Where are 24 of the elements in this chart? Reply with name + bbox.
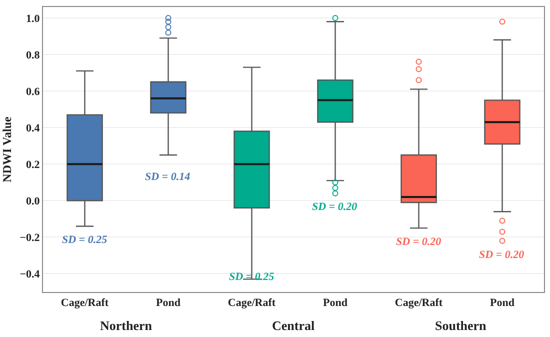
annotation: SD = 0.14: [145, 171, 191, 183]
text: Northern: [100, 318, 153, 333]
y-tick-label: 1.0: [26, 12, 40, 25]
annotation: SD = 0.20: [479, 249, 525, 261]
x-tick-label: Pond: [490, 297, 514, 310]
y-tick-label: 0.8: [26, 49, 40, 62]
annotation: SD = 0.20: [312, 201, 358, 213]
annotation: SD = 0.20: [396, 236, 442, 248]
x-tick-label: Cage/Raft: [228, 297, 276, 310]
annotation: SD = 0.25: [62, 234, 108, 246]
y-tick-label: −0.4: [20, 268, 40, 281]
x-tick-label: Cage/Raft: [60, 297, 109, 310]
y-tick-label: 0.2: [26, 158, 40, 171]
y-axis-title: NDWI Value: [0, 116, 14, 182]
y-tick-label: 0.0: [26, 196, 40, 208]
y-tick-label: 0.4: [26, 122, 40, 134]
y-tick-label: −0.2: [20, 232, 40, 244]
y-tick-label: 0.6: [26, 86, 40, 98]
text: Southern: [435, 318, 488, 333]
annotation: SD = 0.25: [229, 271, 275, 283]
x-tick-label: Pond: [323, 297, 348, 310]
text: Central: [272, 318, 315, 333]
x-tick-label: Cage/Raft: [394, 297, 443, 310]
x-tick-label: Pond: [156, 297, 180, 310]
